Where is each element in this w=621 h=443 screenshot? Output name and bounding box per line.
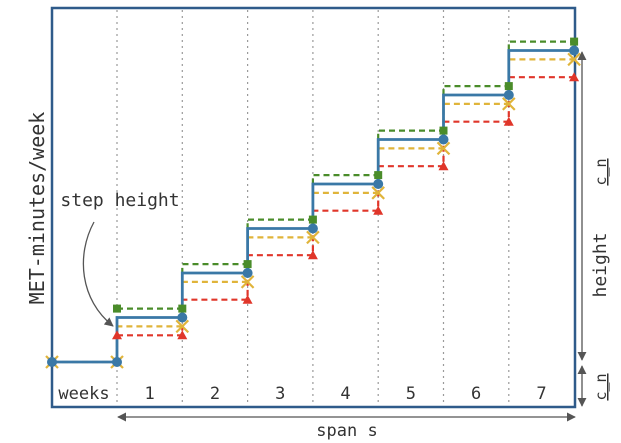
- week-number-label: 7: [536, 384, 546, 404]
- blue-series-point: [373, 179, 384, 189]
- red-series-line: [117, 76, 575, 337]
- weeks-label: weeks: [58, 384, 109, 404]
- blue-series-line: [52, 49, 575, 364]
- y-axis-label: MET-minutes/week: [25, 112, 49, 305]
- green-series-point: [178, 304, 187, 313]
- span-label: span s: [316, 421, 377, 441]
- c-n-top-label: c_n: [592, 158, 610, 185]
- blue-series-point: [177, 312, 188, 323]
- red-series-point: [112, 330, 122, 340]
- green-series-point: [243, 260, 252, 269]
- red-series-point: [177, 330, 188, 340]
- green-series-point: [374, 171, 383, 180]
- blue-series-point: [47, 357, 57, 367]
- yellow-series-point-stroke: [240, 275, 255, 289]
- yellow-series-point: [371, 186, 385, 200]
- blue-series-point: [307, 223, 318, 234]
- blue-series-point: [438, 134, 449, 145]
- week-number-label: 5: [406, 384, 416, 404]
- yellow-series-point-stroke: [502, 97, 516, 111]
- plot-frame: [50, 6, 577, 409]
- blue-series-point: [503, 90, 514, 100]
- blue-series-point: [242, 268, 253, 278]
- green-series-point: [504, 82, 513, 91]
- green-series-point: [570, 37, 579, 46]
- yellow-series-point-stroke: [436, 141, 451, 156]
- week-number-label: 6: [471, 384, 481, 404]
- week-number-label: 2: [210, 384, 220, 404]
- week-number-labels: 1 2 3 4 5 6 7: [145, 384, 547, 404]
- yellow-series-point-stroke: [371, 186, 385, 200]
- blue-series-point: [569, 45, 580, 56]
- week-number-label: 4: [340, 384, 350, 404]
- step-height-label: step height: [60, 190, 179, 211]
- red-series-point: [503, 116, 514, 126]
- yellow-series-point-stroke: [175, 319, 190, 334]
- yellow-series-point-stroke: [306, 230, 320, 245]
- c-n-bottom-label: c_n: [592, 373, 610, 400]
- red-series-point: [242, 294, 253, 304]
- red-series-point: [373, 205, 384, 215]
- yellow-series-point: [175, 319, 190, 334]
- yellow-series-point: [306, 230, 320, 245]
- step-height-arrow: [82, 221, 114, 327]
- green-series-line: [117, 40, 575, 310]
- yellow-series-point: [240, 275, 255, 289]
- green-series-point: [439, 126, 448, 135]
- week-number-label: 3: [275, 384, 285, 404]
- green-series-point: [308, 215, 317, 224]
- green-series-point: [113, 304, 121, 313]
- red-series-point: [569, 72, 580, 82]
- blue-series-point: [112, 357, 122, 367]
- yellow-series-point: [502, 97, 516, 111]
- series-layer: [45, 37, 581, 369]
- height-label: height: [590, 232, 611, 297]
- red-series-point: [307, 250, 318, 260]
- yellow-series-point: [436, 141, 451, 156]
- red-series-point: [438, 161, 449, 171]
- week-number-label: 1: [145, 384, 155, 404]
- yellow-series-line: [52, 58, 575, 364]
